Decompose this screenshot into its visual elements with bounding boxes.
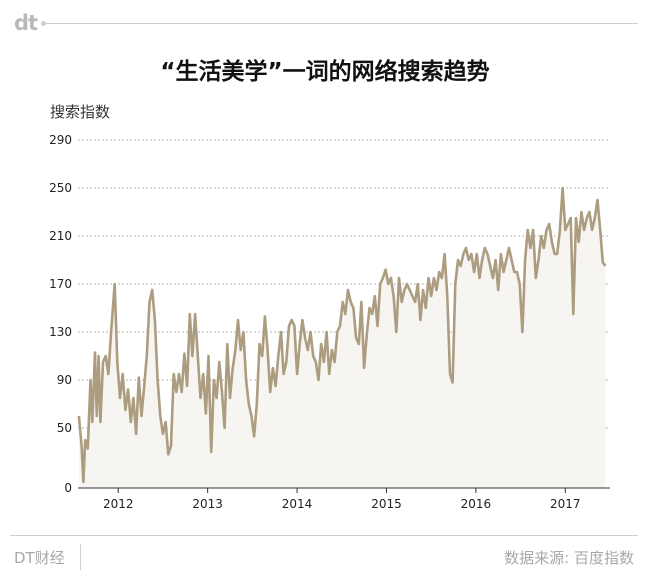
brand-label: DT财经 [14,549,65,567]
y-tick-label: 210 [49,229,72,243]
x-tick-label: 2017 [550,497,581,511]
x-tick-label: 2014 [282,497,313,511]
header-rule [43,23,638,24]
y-tick-label: 0 [64,481,72,495]
x-tick-label: 2012 [103,497,134,511]
data-source: 数据来源: 百度指数 [504,549,634,567]
dt-logo: dt [14,11,38,35]
y-axis-label: 搜索指数 [50,103,111,121]
x-tick-labels: 2012 2013 2014 2015 2016 2017 [103,488,581,511]
x-tick-label: 2015 [371,497,402,511]
footer-separator [80,544,81,570]
y-tick-label: 290 [49,133,72,147]
y-tick-labels: 0 50 90 130 170 210 250 290 [49,133,72,495]
x-tick-label: 2016 [461,497,492,511]
chart-title: “生活美学”一词的网络搜索趋势 [160,59,490,85]
y-tick-label: 90 [57,373,72,387]
series-line [77,186,607,484]
y-tick-label: 130 [49,325,72,339]
x-tick-label: 2013 [192,497,223,511]
y-tick-label: 250 [49,181,72,195]
y-tick-label: 170 [49,277,72,291]
footer-rule [10,535,638,536]
area-fill [78,188,606,488]
y-tick-label: 50 [57,421,72,435]
